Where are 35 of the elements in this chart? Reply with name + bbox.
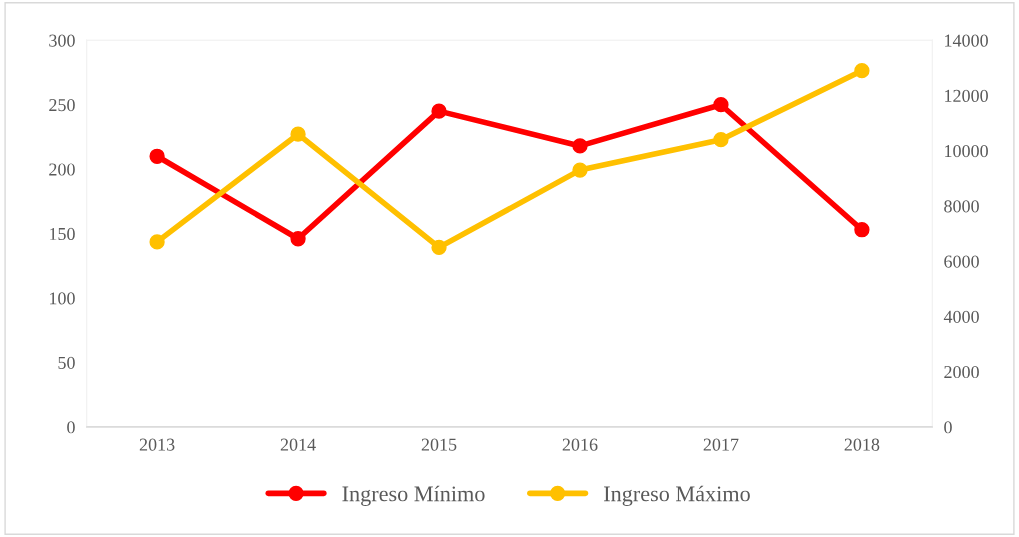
y2-tick-label: 2000 <box>944 365 979 379</box>
x-tick-label: 2013 <box>139 438 175 451</box>
point <box>572 138 588 154</box>
y2-tick-label: 6000 <box>944 255 979 268</box>
point <box>854 222 870 238</box>
point <box>290 126 306 142</box>
y2-tick-label: 14000 <box>945 34 988 47</box>
point <box>149 148 165 164</box>
x-tick-label: 2015 <box>421 438 457 451</box>
point <box>713 97 729 113</box>
x-tick-label: 2018 <box>844 438 880 451</box>
y2-tick-label: 4000 <box>943 310 979 323</box>
y-tick-label: 250 <box>49 98 75 112</box>
y-tick-label: 150 <box>50 227 75 241</box>
y2-tick-label: 12000 <box>945 89 988 102</box>
point <box>149 234 165 250</box>
y2-tick-label: 8000 <box>944 200 979 213</box>
y-tick-label: 50 <box>58 356 75 369</box>
y2-tick-label: 0 <box>944 421 952 434</box>
x-tick-label: 2016 <box>562 438 598 451</box>
point <box>713 132 729 148</box>
point <box>431 239 447 256</box>
point <box>290 231 306 247</box>
legend-label: Ingreso Máximo <box>604 485 750 506</box>
point <box>431 103 447 119</box>
legend-label: Ingreso Mínimo <box>342 485 485 506</box>
point <box>854 63 870 79</box>
point <box>572 162 588 178</box>
y-tick-label: 0 <box>67 421 75 434</box>
y-tick-label: 200 <box>49 163 75 176</box>
x-tick-label: 2014 <box>280 438 316 451</box>
y-tick-label: 100 <box>50 292 75 305</box>
x-tick-label: 2017 <box>703 438 739 451</box>
y-tick-label: 300 <box>49 34 75 47</box>
y2-tick-label: 10000 <box>945 145 988 158</box>
